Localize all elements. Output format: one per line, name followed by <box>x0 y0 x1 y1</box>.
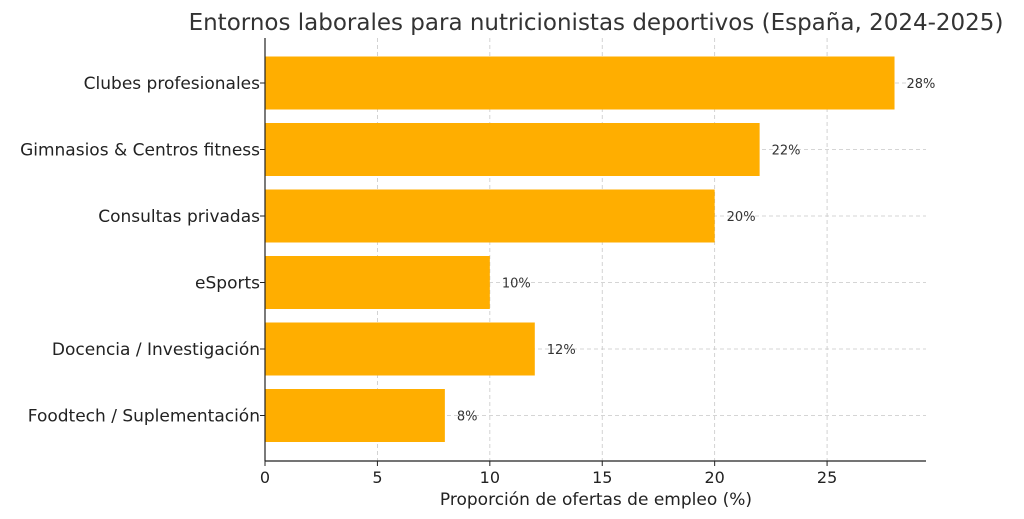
x-tick-label: 20 <box>704 468 724 487</box>
bar <box>265 256 490 309</box>
category-label: Consultas privadas <box>98 207 260 227</box>
bar <box>265 56 895 110</box>
category-label: Foodtech / Suplementación <box>28 407 260 427</box>
x-tick-label: 25 <box>817 468 837 487</box>
bar-value-label: 20% <box>727 210 756 225</box>
bar-value-label: 8% <box>457 410 478 425</box>
category-label: Gimnasios & Centros fitness <box>20 141 260 161</box>
bar-value-label: 10% <box>502 277 531 292</box>
category-label: Docencia / Investigación <box>52 340 260 360</box>
bar <box>265 389 445 442</box>
bar-value-label: 28% <box>907 77 936 92</box>
bar-value-label: 22% <box>772 144 801 159</box>
chart-title: Entornos laborales para nutricionistas d… <box>189 10 1004 36</box>
axes-layer <box>260 38 926 466</box>
x-axis-label: Proporción de ofertas de empleo (%) <box>440 490 752 510</box>
labels-layer: 28% Clubes profesionales 22% Gimnasios & Ce… <box>20 74 935 487</box>
x-tick-label: 5 <box>372 468 382 487</box>
bar <box>265 123 760 176</box>
bar <box>265 189 715 243</box>
x-tick-label: 15 <box>592 468 612 487</box>
bars-layer <box>265 56 895 442</box>
bar-value-label: 12% <box>547 343 576 358</box>
x-tick-label: 0 <box>260 468 270 487</box>
bar <box>265 322 535 376</box>
category-label: eSports <box>195 274 260 294</box>
x-tick-label: 10 <box>480 468 500 487</box>
category-label: Clubes profesionales <box>84 74 260 94</box>
